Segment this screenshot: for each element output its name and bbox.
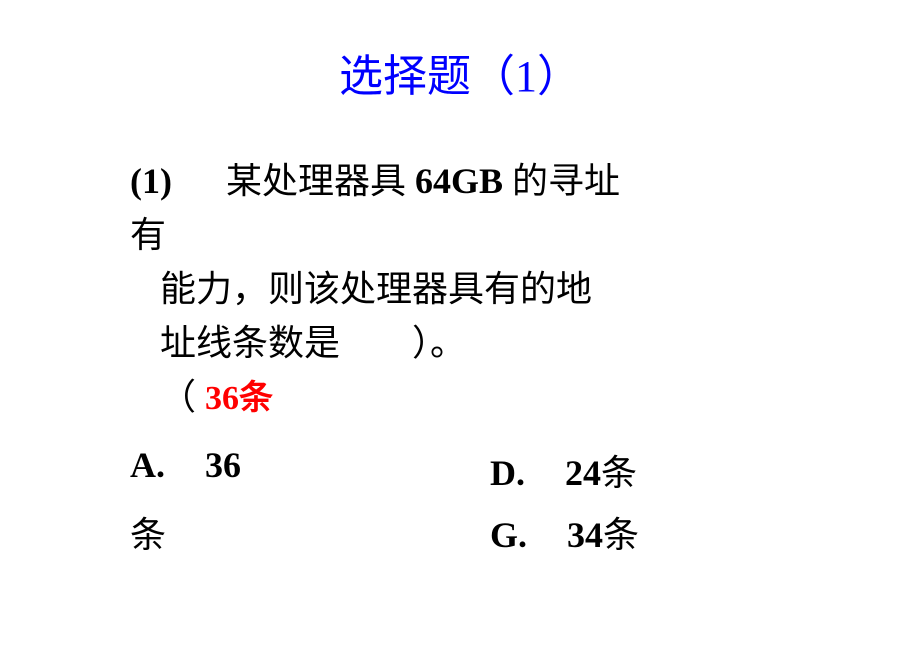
answer-text: 36条 (205, 380, 273, 417)
option-D-num: 24 (565, 453, 601, 493)
slide: 选择题（1） (1) 某处理器具 64GB 的寻址 有 能力，则该处理器具有的地… (0, 0, 920, 651)
option-A-cont: 条 (130, 506, 490, 558)
question-line-3: 址线条数是 ）。 (130, 316, 820, 370)
slide-title: 选择题（1） (0, 40, 920, 104)
q-text-2: 能力，则该处理器具有的地 (160, 269, 592, 309)
option-A-num: 36 (205, 445, 241, 485)
question-number: (1) (130, 161, 172, 201)
q-text-1c: 有 (130, 215, 166, 255)
options-row-2: 条 G. 34条 (130, 506, 820, 558)
q-text-1b: 的寻址 (512, 161, 620, 201)
q-paren: （ (160, 377, 196, 417)
content-area: (1) 某处理器具 64GB 的寻址 有 能力，则该处理器具有的地 址线条数是 … (0, 154, 920, 558)
q-text-1a: 某处理器具 (226, 161, 406, 201)
option-D-label: D. (490, 453, 525, 493)
question-line-1: (1) 某处理器具 64GB 的寻址 (130, 154, 820, 208)
q-text-gb: 64GB (415, 161, 503, 201)
question-line-2: 能力，则该处理器具有的地 (130, 262, 820, 316)
option-A-suffix: 条 (130, 515, 166, 555)
option-D: D. 24条 (490, 444, 820, 496)
question-line-1c: 有 (130, 208, 820, 262)
option-G-label: G. (490, 515, 527, 555)
option-G: G. 34条 (490, 506, 820, 558)
options-row-1: A. 36 D. 24条 (130, 444, 820, 496)
option-D-suffix: 条 (601, 453, 637, 493)
question-line-4: （ 36条 (130, 370, 820, 424)
option-A: A. 36 (130, 444, 490, 496)
option-A-label: A. (130, 445, 165, 485)
option-G-suffix: 条 (603, 515, 639, 555)
option-G-num: 34 (567, 515, 603, 555)
q-text-3: 址线条数是 ）。 (160, 323, 466, 363)
